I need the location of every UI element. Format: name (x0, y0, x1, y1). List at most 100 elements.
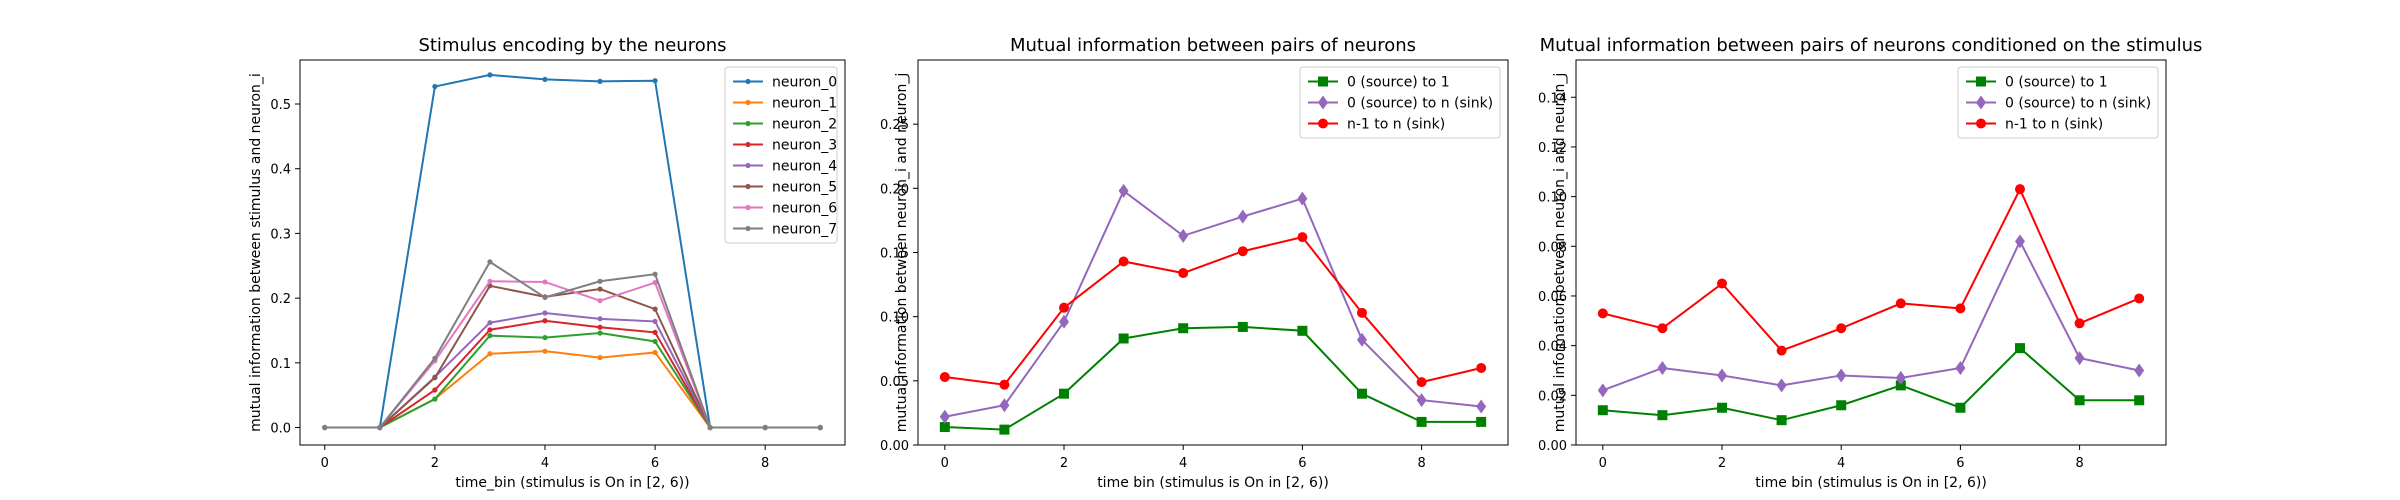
data-point (597, 355, 603, 361)
y-tick-label: 0.10 (880, 311, 909, 326)
data-point (597, 330, 603, 336)
data-point (1178, 268, 1189, 279)
chart-title: Stimulus encoding by the neurons (418, 35, 726, 56)
legend-swatch-marker (1318, 76, 1328, 87)
data-point (487, 259, 493, 265)
data-point (1476, 363, 1487, 373)
y-tick-label: 0.3 (270, 227, 291, 242)
data-point (1717, 402, 1728, 413)
x-tick-label: 4 (1179, 456, 1187, 471)
legend-label: neuron_1 (772, 96, 837, 112)
x-axis-label: time bin (stimulus is On in [2, 6)) (1097, 475, 1329, 491)
legend-swatch-marker (1976, 118, 1986, 129)
data-point (1955, 402, 1966, 413)
data-point (1836, 323, 1847, 334)
data-point (432, 396, 438, 402)
chart-panel-1: 0 2 4 6 8 0.0 0.1 0.2 0.3 0.4 0.5 Stimulus encoding… (248, 35, 846, 491)
y-tick-label: 0.08 (1538, 240, 1567, 255)
y-tick-label: 0.5 (270, 98, 291, 113)
legend-swatch-marker (745, 78, 751, 85)
legend-swatch-marker (1976, 76, 1986, 87)
data-point (1059, 302, 1070, 313)
data-point (1356, 388, 1367, 399)
data-point (999, 424, 1010, 435)
chart-panel-3: 0 2 4 6 8 0.00 0.02 0.04 0.06 0.08 0.10 0.12 0.14 Mut… (1538, 35, 2202, 491)
axes-frame (1575, 59, 2167, 446)
data-point (597, 286, 603, 292)
data-point (1657, 410, 1668, 421)
y-tick-label: 0.00 (880, 439, 909, 454)
x-tick-label: 6 (1298, 456, 1306, 471)
legend-label: n-1 to n (sink) (2005, 117, 2103, 133)
legend-swatch-marker (745, 225, 751, 232)
data-point (377, 424, 383, 431)
data-point (1476, 416, 1487, 427)
data-point (2134, 395, 2145, 406)
series-line-1 (1602, 346, 2140, 422)
data-point (1955, 303, 1966, 314)
y-axis-label: mutual information between stimulus and … (248, 73, 264, 432)
data-point (542, 334, 548, 341)
data-point (652, 329, 658, 336)
y-tick-label: 0.25 (880, 118, 909, 133)
series-line-3 (944, 235, 1482, 386)
data-point (542, 310, 548, 316)
legend-swatch-marker (1976, 95, 1986, 110)
y-tick-label: 0.14 (1538, 91, 1567, 106)
y-tick-label: 0.12 (1538, 141, 1567, 156)
data-point (1955, 361, 1966, 375)
x-tick-label: 2 (1060, 456, 1068, 471)
legend: neuron_0 neuron_1 neuron_2 neuron_3 neuron_4… (724, 66, 838, 244)
series-line-2 (1602, 239, 2140, 392)
data-point (1237, 209, 1248, 224)
data-point (1297, 232, 1308, 243)
legend-label: neuron_5 (772, 180, 837, 196)
y-tick-label: 0.4 (270, 163, 291, 178)
legend-swatch-marker (1318, 95, 1328, 110)
data-point (597, 278, 603, 284)
legend-swatch-marker (745, 183, 751, 190)
legend: 0 (source) to 1 0 (source) to n (sink) n-1… (1957, 66, 2159, 139)
legend-swatch-marker (745, 162, 751, 169)
data-point (1416, 416, 1427, 427)
data-point (1657, 361, 1668, 375)
data-point (1356, 332, 1367, 347)
x-tick-label: 2 (431, 456, 439, 471)
data-point (939, 422, 950, 433)
y-tick-label: 0.05 (880, 375, 909, 390)
legend-label: n-1 to n (sink) (1347, 117, 1445, 133)
data-point (1836, 368, 1847, 383)
data-point (1178, 323, 1189, 334)
y-tick-label: 0.02 (1538, 389, 1567, 404)
legend-swatch-marker (1318, 118, 1328, 129)
legend-label: 0 (source) to 1 (1347, 75, 1450, 91)
chart-title: Mutual information between pairs of neur… (1010, 35, 1416, 56)
legend-label: 0 (source) to 1 (2005, 75, 2108, 91)
y-tick-label: 0.15 (880, 247, 909, 262)
chart-panel-2: 0 2 4 6 8 0.00 0.05 0.10 0.15 0.20 0.25 Mutual info… (880, 35, 1509, 491)
x-axis-label: time_bin (stimulus is On in [2, 6)) (455, 475, 689, 491)
data-point (2014, 184, 2025, 195)
data-point (1776, 378, 1787, 393)
x-tick-label: 6 (1956, 456, 1964, 471)
legend-swatch-marker (745, 141, 751, 148)
x-tick-label: 4 (1837, 456, 1845, 471)
legend-box (1957, 66, 2159, 139)
data-point (652, 318, 658, 325)
data-point (1776, 345, 1787, 356)
data-point (2074, 351, 2085, 366)
x-tick-label: 8 (1417, 456, 1425, 471)
data-point (487, 72, 493, 78)
data-point (487, 333, 493, 339)
data-point (1118, 183, 1129, 198)
data-point (1776, 415, 1787, 426)
data-point (2014, 343, 2025, 354)
x-tick-label: 8 (2075, 456, 2083, 471)
legend-label: neuron_0 (772, 75, 837, 91)
data-point (1416, 393, 1427, 408)
data-point (487, 278, 493, 284)
data-point (1297, 325, 1308, 336)
data-point (1597, 308, 1608, 319)
y-tick-label: 0.1 (270, 357, 291, 372)
